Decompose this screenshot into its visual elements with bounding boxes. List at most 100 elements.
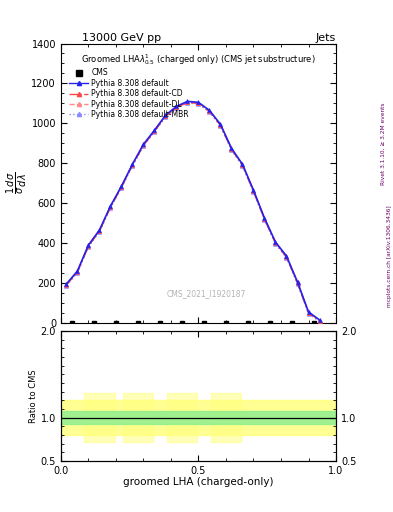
Pythia 8.308 default-DL [130,162,135,168]
Pythia 8.308 default-MBR [75,269,80,275]
Y-axis label: $\frac{1}{\sigma}\frac{d\sigma}{d\lambda}$: $\frac{1}{\sigma}\frac{d\sigma}{d\lambda… [4,172,29,195]
Pythia 8.308 default-DL [251,187,256,194]
Pythia 8.308 default-CD [130,162,135,168]
Line: Pythia 8.308 default: Pythia 8.308 default [64,99,321,322]
Pythia 8.308 default-CD [196,100,201,106]
Pythia 8.308 default-MBR [97,229,102,235]
CMS [70,320,74,326]
Pythia 8.308 default [240,161,245,167]
CMS [224,320,228,326]
Pythia 8.308 default-CD [152,128,157,134]
Pythia 8.308 default-DL [163,113,168,119]
Pythia 8.308 default [185,98,190,104]
Pythia 8.308 default-MBR [218,123,223,129]
Pythia 8.308 default [108,203,113,209]
Pythia 8.308 default-CD [185,99,190,105]
Pythia 8.308 default-CD [218,122,223,129]
Text: Jets: Jets [316,33,336,44]
Text: 13000 GeV pp: 13000 GeV pp [82,33,162,44]
Text: mcplots.cern.ch [arXiv:1306.3436]: mcplots.cern.ch [arXiv:1306.3436] [387,205,391,307]
CMS [180,320,184,326]
Pythia 8.308 default [207,108,212,114]
Pythia 8.308 default-MBR [64,283,69,289]
Pythia 8.308 default-CD [97,228,102,234]
Pythia 8.308 default-DL [174,104,179,110]
Pythia 8.308 default-DL [108,203,113,209]
Text: Groomed LHA$\lambda^{1}_{0.5}$ (charged only) (CMS jet substructure): Groomed LHA$\lambda^{1}_{0.5}$ (charged … [81,52,316,67]
Pythia 8.308 default-MBR [251,189,256,195]
Pythia 8.308 default-DL [284,253,289,260]
Pythia 8.308 default [262,215,267,221]
Pythia 8.308 default [75,268,80,274]
Pythia 8.308 default-MBR [240,163,245,169]
CMS [246,320,250,326]
Pythia 8.308 default [97,227,102,233]
Pythia 8.308 default [130,161,135,167]
CMS [268,320,272,326]
Pythia 8.308 default-CD [229,146,234,153]
Pythia 8.308 default [251,187,256,193]
Pythia 8.308 default-MBR [196,101,201,107]
Text: CMS_2021_I1920187: CMS_2021_I1920187 [167,289,246,298]
Pythia 8.308 default-DL [97,227,102,233]
Pythia 8.308 default-MBR [141,143,146,149]
Pythia 8.308 default [295,279,300,285]
Legend: CMS, Pythia 8.308 default, Pythia 8.308 default-CD, Pythia 8.308 default-DL, Pyt: CMS, Pythia 8.308 default, Pythia 8.308 … [68,67,190,120]
Pythia 8.308 default-DL [141,142,146,148]
Pythia 8.308 default-MBR [262,217,267,223]
Pythia 8.308 default-MBR [229,147,234,153]
Pythia 8.308 default-CD [284,254,289,260]
Pythia 8.308 default-CD [207,109,212,115]
Bar [123,393,153,442]
Bar [167,393,197,442]
Pythia 8.308 default-CD [240,162,245,168]
Line: CMS: CMS [70,321,316,325]
Pythia 8.308 default-MBR [119,185,124,191]
CMS [114,320,118,326]
Pythia 8.308 default-MBR [108,205,113,211]
CMS [202,320,206,326]
Pythia 8.308 default-MBR [207,109,212,115]
Bar [211,393,241,442]
Pythia 8.308 default [273,239,278,245]
Pythia 8.308 default-DL [86,242,91,248]
Pythia 8.308 default-CD [174,104,179,111]
Pythia 8.308 default [229,145,234,152]
CMS [158,320,162,326]
Pythia 8.308 default-MBR [306,310,311,316]
CMS [92,320,96,326]
Pythia 8.308 default [152,127,157,134]
Pythia 8.308 default-DL [229,145,234,152]
Pythia 8.308 default-CD [163,113,168,119]
Pythia 8.308 default [218,121,223,127]
Pythia 8.308 default-CD [306,310,311,316]
Pythia 8.308 default-MBR [86,244,91,250]
Line: Pythia 8.308 default-DL: Pythia 8.308 default-DL [64,100,321,323]
Pythia 8.308 default-DL [64,281,69,287]
Pythia 8.308 default-CD [273,240,278,246]
Pythia 8.308 default-DL [185,99,190,105]
Pythia 8.308 default-DL [262,216,267,222]
Pythia 8.308 default [284,253,289,259]
CMS [290,320,294,326]
Pythia 8.308 default [86,242,91,248]
Pythia 8.308 default-CD [108,204,113,210]
Line: Pythia 8.308 default-CD: Pythia 8.308 default-CD [64,100,321,323]
Pythia 8.308 default-DL [196,100,201,106]
Pythia 8.308 default-DL [152,127,157,134]
Pythia 8.308 default-CD [86,243,91,249]
Pythia 8.308 default-CD [75,269,80,275]
Pythia 8.308 default-CD [317,318,322,324]
Pythia 8.308 default-MBR [284,254,289,261]
Pythia 8.308 default [64,281,69,287]
Bar [84,393,115,442]
Bar [61,411,336,424]
Pythia 8.308 default-MBR [317,318,322,325]
Pythia 8.308 default [317,317,322,323]
Y-axis label: Ratio to CMS: Ratio to CMS [29,369,38,423]
Pythia 8.308 default-DL [295,280,300,286]
Pythia 8.308 default-MBR [174,105,179,111]
Pythia 8.308 default-DL [306,309,311,315]
Text: Rivet 3.1.10, ≥ 3.2M events: Rivet 3.1.10, ≥ 3.2M events [381,102,386,185]
CMS [136,320,140,326]
